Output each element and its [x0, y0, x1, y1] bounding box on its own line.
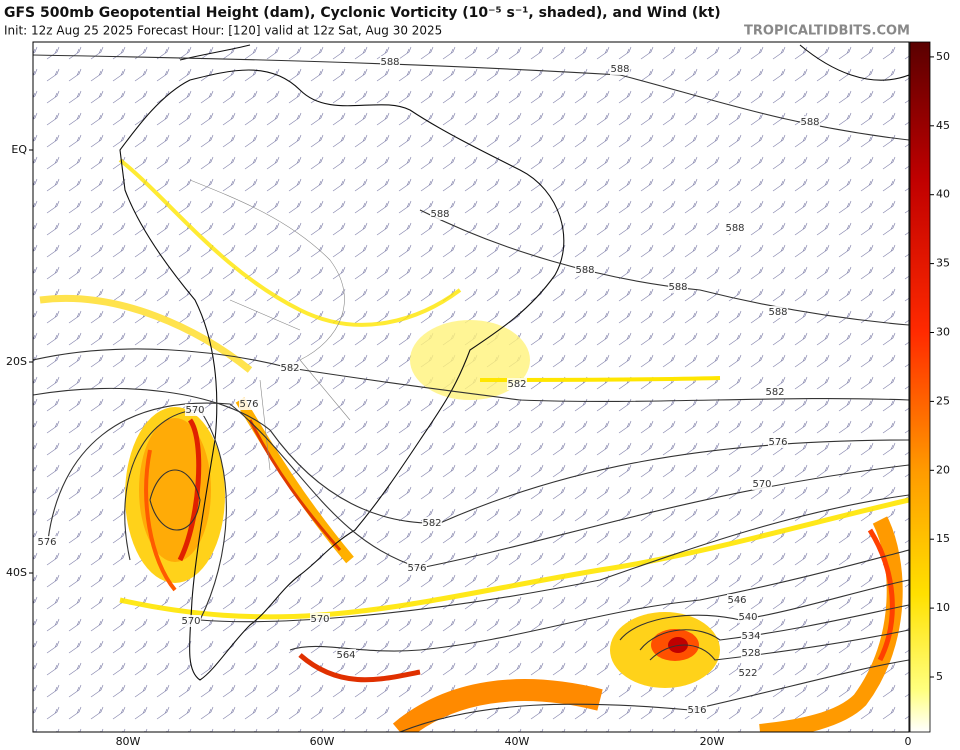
contour-label: 576: [768, 437, 787, 448]
contour-label: 576: [239, 399, 258, 410]
contour-label-bg: [752, 478, 772, 490]
contour-label-bg: [768, 306, 788, 318]
contour-label: 588: [725, 223, 744, 234]
colorbar-label: 20: [936, 463, 950, 476]
contour-label-bg: [741, 630, 761, 642]
contour-label: 570: [310, 614, 329, 625]
contour-label: 570: [181, 616, 200, 627]
vorticity-shading: [39, 158, 909, 732]
contour-label-bg: [575, 264, 595, 276]
contour-label: 534: [741, 631, 760, 642]
contour-label-bg: [37, 536, 57, 548]
contour-label: 588: [668, 282, 687, 293]
contour-label-bg: [610, 63, 630, 75]
contour-label: 576: [407, 563, 426, 574]
lon-label: 60W: [310, 735, 335, 748]
contour-label: 588: [768, 307, 787, 318]
map-area: [33, 42, 909, 732]
lon-label: 0: [905, 735, 912, 748]
contour-label: 582: [765, 387, 784, 398]
contour-label-bg: [181, 615, 201, 627]
contour-label: 588: [575, 265, 594, 276]
contour-label: 588: [800, 117, 819, 128]
lon-label: 40W: [505, 735, 530, 748]
contour-label-bg: [668, 281, 688, 293]
colorbar-label: 25: [936, 394, 950, 407]
contour-label-bg: [430, 208, 450, 220]
contour-label: 564: [336, 650, 355, 661]
contour-label: 528: [741, 648, 760, 659]
contour-label-bg: [768, 436, 788, 448]
map-frame: [32, 41, 910, 733]
colorbar-label: 10: [936, 601, 950, 614]
contour-label-bg: [765, 386, 785, 398]
contour-label-bg: [380, 56, 400, 68]
colorbar-label: 50: [936, 50, 950, 63]
lat-label: EQ: [11, 143, 27, 156]
contour-label-bg: [407, 562, 427, 574]
colorbar: [909, 41, 931, 733]
colorbar-label: 45: [936, 119, 950, 132]
contour-label: 540: [738, 612, 757, 623]
contour-label-bg: [738, 667, 758, 679]
borders: [189, 179, 351, 471]
contour-label-bg: [687, 704, 707, 716]
colorbar-label: 15: [936, 532, 950, 545]
lat-label: 20S: [6, 355, 27, 368]
subtitle: Init: 12z Aug 25 2025 Forecast Hour: [12…: [4, 24, 442, 38]
contour-label: 546: [727, 595, 746, 606]
contour-label-bg: [741, 647, 761, 659]
contour-label: 576: [37, 537, 56, 548]
contour-label: 582: [507, 379, 526, 390]
contour-label: 588: [430, 209, 449, 220]
colorbar-label: 5: [936, 670, 943, 683]
contour-label: 522: [738, 668, 757, 679]
contour-label-bg: [336, 649, 356, 661]
contour-label-bg: [727, 594, 747, 606]
colorbar-label: 40: [936, 188, 950, 201]
contour-label-bg: [239, 398, 259, 410]
contour-label-bg: [800, 116, 820, 128]
colorbar-label: 35: [936, 257, 950, 270]
contour-label-bg: [310, 613, 330, 625]
colorbar-label: 30: [936, 326, 950, 339]
lon-label: 80W: [116, 735, 141, 748]
contour-label-bg: [185, 404, 205, 416]
lat-label: 40S: [6, 566, 27, 579]
watermark: TROPICALTIDBITS.COM: [744, 24, 910, 39]
contour-label: 570: [185, 405, 204, 416]
contour-label-bg: [725, 222, 745, 234]
contour-label: 582: [280, 363, 299, 374]
contour-label-bg: [738, 611, 758, 623]
contour-label: 588: [610, 64, 629, 75]
contour-label-bg: [507, 378, 527, 390]
contour-label: 582: [422, 518, 441, 529]
contour-label: 570: [752, 479, 771, 490]
contour-label: 516: [687, 705, 706, 716]
contour-label-bg: [280, 362, 300, 374]
lon-label: 20W: [700, 735, 725, 748]
contour-label: 588: [380, 57, 399, 68]
contour-label-bg: [422, 517, 442, 529]
title: GFS 500mb Geopotential Height (dam), Cyc…: [4, 5, 721, 21]
